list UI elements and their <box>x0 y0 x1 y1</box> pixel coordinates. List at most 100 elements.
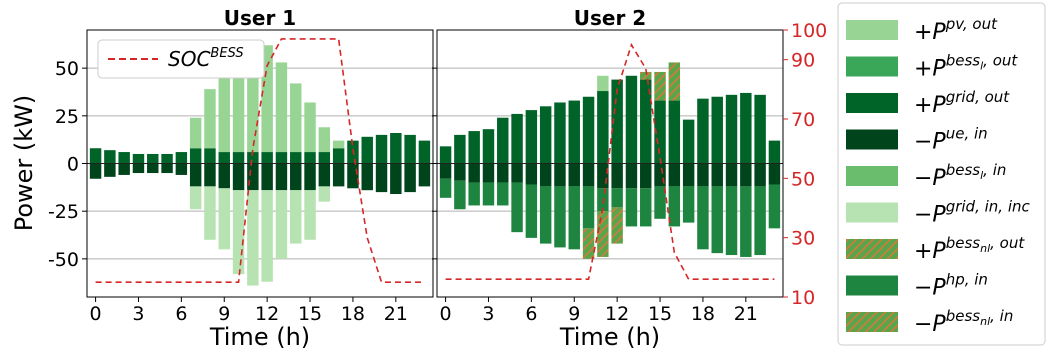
legend-swatch-bessnl_out <box>846 239 898 259</box>
bar-ue_in-h3 <box>482 163 495 183</box>
bar-ue_in-h18 <box>347 163 359 189</box>
bar-grid_in-h14 <box>290 190 302 244</box>
legend-label-ue_in: −Pue, in <box>914 125 988 155</box>
bar-ue_in-h5 <box>161 163 173 174</box>
bar-grid_out-h4 <box>147 153 159 164</box>
bar-ue_in-h21 <box>390 163 402 195</box>
soc-legend: SOCBESS <box>97 39 265 79</box>
panel-user-2: 0 3 6 9 12 15 18 21 10 30 50 70 90 100 <box>432 20 827 325</box>
y2-tick-label: 100 <box>791 20 827 42</box>
legend-label-grid_out: +Pgrid, out <box>914 88 1010 118</box>
bar-ue_in-h5 <box>511 163 523 183</box>
bar-grid_out-h6 <box>525 110 538 164</box>
y-tick-label: -25 <box>48 201 79 223</box>
x-tick-label: 3 <box>482 303 494 325</box>
bar-pv_out-h15 <box>304 102 316 153</box>
bar-hp_in-h2 <box>468 182 480 206</box>
bar-ue_in-h21 <box>740 163 752 187</box>
panel-2-title: User 2 <box>574 6 646 30</box>
bar-grid_in-h7 <box>189 186 202 210</box>
bar-grid_out-h6 <box>175 152 188 164</box>
bar-ue_in-h7 <box>189 163 202 187</box>
bar-grid_out-h13 <box>275 152 288 164</box>
bar-grid_out-h3 <box>482 129 495 164</box>
x-tick-label: 18 <box>341 303 365 325</box>
soc-line <box>445 42 775 281</box>
bar-hp_in-h7 <box>539 186 552 244</box>
bar-ue_in-h17 <box>332 163 345 187</box>
bar-bessnl_out-h14 <box>640 71 652 80</box>
bar-grid_out-h18 <box>697 98 709 164</box>
bar-ue_in-h2 <box>468 163 480 183</box>
bar-pv_out-h13 <box>275 62 288 153</box>
legend-swatch-grid_in <box>846 202 898 223</box>
bar-grid_out-h8 <box>204 148 216 164</box>
bar-grid_out-h0 <box>89 148 102 164</box>
bar-grid_out-h16 <box>668 100 681 164</box>
bar-grid_out-h12 <box>611 79 623 164</box>
legend-box <box>837 2 1046 346</box>
bar-grid_out-h2 <box>118 152 130 164</box>
legend-label-grid_in: −Pgrid, in, inc <box>914 198 1031 228</box>
bar-grid_in-h11 <box>247 190 259 286</box>
bar-ue_in-h16 <box>668 163 681 187</box>
bar-hp_in-h12 <box>611 188 623 208</box>
bar-grid_out-h5 <box>511 113 523 164</box>
bar-hp_in-h22 <box>754 186 766 256</box>
bar-grid_out-h9 <box>218 152 230 164</box>
bar-ue_in-h7 <box>539 163 552 187</box>
bar-grid_out-h2 <box>468 131 480 164</box>
bar-hp_in-h18 <box>697 186 709 250</box>
bar-pv_out-h12 <box>261 45 273 153</box>
bar-hp_in-h13 <box>625 188 638 227</box>
bar-pv_out-h7 <box>189 117 202 149</box>
y2-tick-label: 70 <box>791 109 815 131</box>
bar-ue_in-h1 <box>454 163 466 181</box>
soc-line <box>95 38 425 283</box>
bar-ue_in-h18 <box>697 163 709 187</box>
x-tick-label: 12 <box>605 303 629 325</box>
legend-swatch-bessnl_in <box>846 312 898 332</box>
y2-tick-label: 10 <box>791 287 815 309</box>
bar-ue_in-h13 <box>625 163 638 189</box>
x-tick-label: 21 <box>384 303 408 325</box>
bar-ue_in-h22 <box>754 163 766 187</box>
panel-1-title: User 1 <box>224 6 296 30</box>
bar-hp_in-h1 <box>454 180 466 210</box>
y-tick-label: 50 <box>55 58 79 80</box>
bar-grid_in-h16 <box>318 186 331 202</box>
x-tick-label: 18 <box>691 303 715 325</box>
bar-grid_out-h19 <box>711 96 723 164</box>
bar-ue_in-h17 <box>682 163 695 187</box>
soc-legend-text: SOCBESS <box>168 46 244 71</box>
bar-ue_in-h11 <box>247 163 259 191</box>
bar-ue_in-h0 <box>439 163 452 179</box>
x-tick-label: 21 <box>734 303 758 325</box>
x-tick-label: 6 <box>525 303 537 325</box>
bar-grid_out-h15 <box>304 152 316 164</box>
bar-ue_in-h10 <box>232 163 245 191</box>
bar-bessnl_out-h16 <box>668 62 681 101</box>
x-tick-label: 12 <box>255 303 279 325</box>
bar-hp_in-h4 <box>497 182 509 206</box>
y-axis-label: Power (kW) <box>10 95 38 232</box>
legend-label-bessnl_in: −Pbessnl, in <box>914 307 1013 337</box>
bar-grid_out-h19 <box>361 136 373 164</box>
bar-pv_out-h10 <box>232 60 245 153</box>
bar-hp_in-h16 <box>668 186 681 227</box>
bar-grid_out-h23 <box>768 140 781 164</box>
y2-tick-label: 30 <box>791 228 815 250</box>
bar-hp_in-h8 <box>554 186 566 248</box>
bar-ue_in-h23 <box>418 163 431 187</box>
bar-ue_in-h23 <box>768 163 781 185</box>
bar-ue_in-h15 <box>304 163 316 191</box>
bar-pv_out-h8 <box>204 89 216 149</box>
bar-grid_out-h3 <box>132 153 145 164</box>
bar-grid_out-h16 <box>318 152 331 164</box>
y-tick-label: 0 <box>67 154 79 176</box>
bar-grid_out-h10 <box>232 152 245 164</box>
panel-user-1: 0 3 6 9 12 15 18 21 -50 -25 0 25 50 <box>48 29 434 325</box>
bar-grid_out-h9 <box>568 100 580 164</box>
bar-ue_in-h19 <box>361 163 373 191</box>
